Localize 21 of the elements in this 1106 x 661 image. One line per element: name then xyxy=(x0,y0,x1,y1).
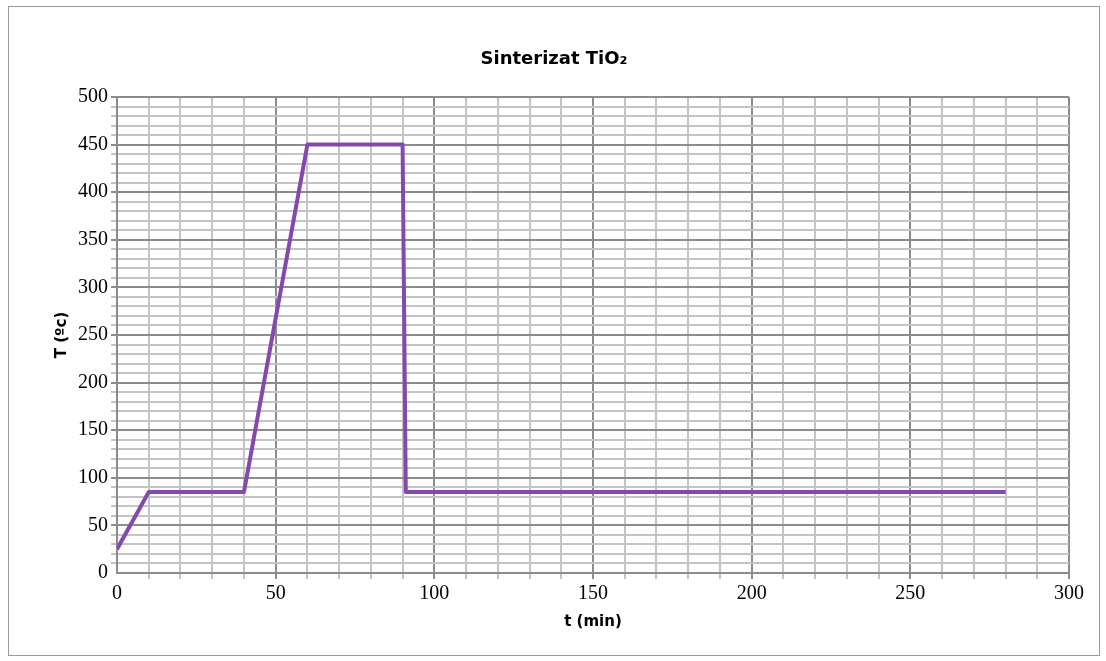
x-tick-label: 0 xyxy=(112,581,122,604)
y-tick-label: 500 xyxy=(78,84,108,107)
x-axis-title: t (min) xyxy=(564,611,622,630)
x-tick-label: 100 xyxy=(419,581,450,604)
x-tick-label: 50 xyxy=(265,581,286,604)
y-tick-label: 50 xyxy=(88,512,108,535)
x-tick-label: 200 xyxy=(736,581,767,604)
y-tick-label: 200 xyxy=(78,369,108,392)
y-tick-label: 450 xyxy=(78,131,108,154)
y-axis-title: T (ºc) xyxy=(51,311,70,359)
x-tick-label: 250 xyxy=(895,581,926,604)
y-tick-label: 250 xyxy=(78,322,108,345)
chart-title: Sinterizat TiO₂ xyxy=(479,47,629,68)
y-tick-label: 0 xyxy=(98,560,108,583)
y-tick-label: 300 xyxy=(78,274,108,297)
x-tick-label: 300 xyxy=(1054,581,1084,604)
y-tick-label: 100 xyxy=(78,465,108,488)
y-tick-label: 400 xyxy=(78,179,108,202)
x-tick-label: 150 xyxy=(578,581,608,604)
y-tick-label: 350 xyxy=(78,227,108,250)
y-tick-label: 150 xyxy=(78,417,108,440)
